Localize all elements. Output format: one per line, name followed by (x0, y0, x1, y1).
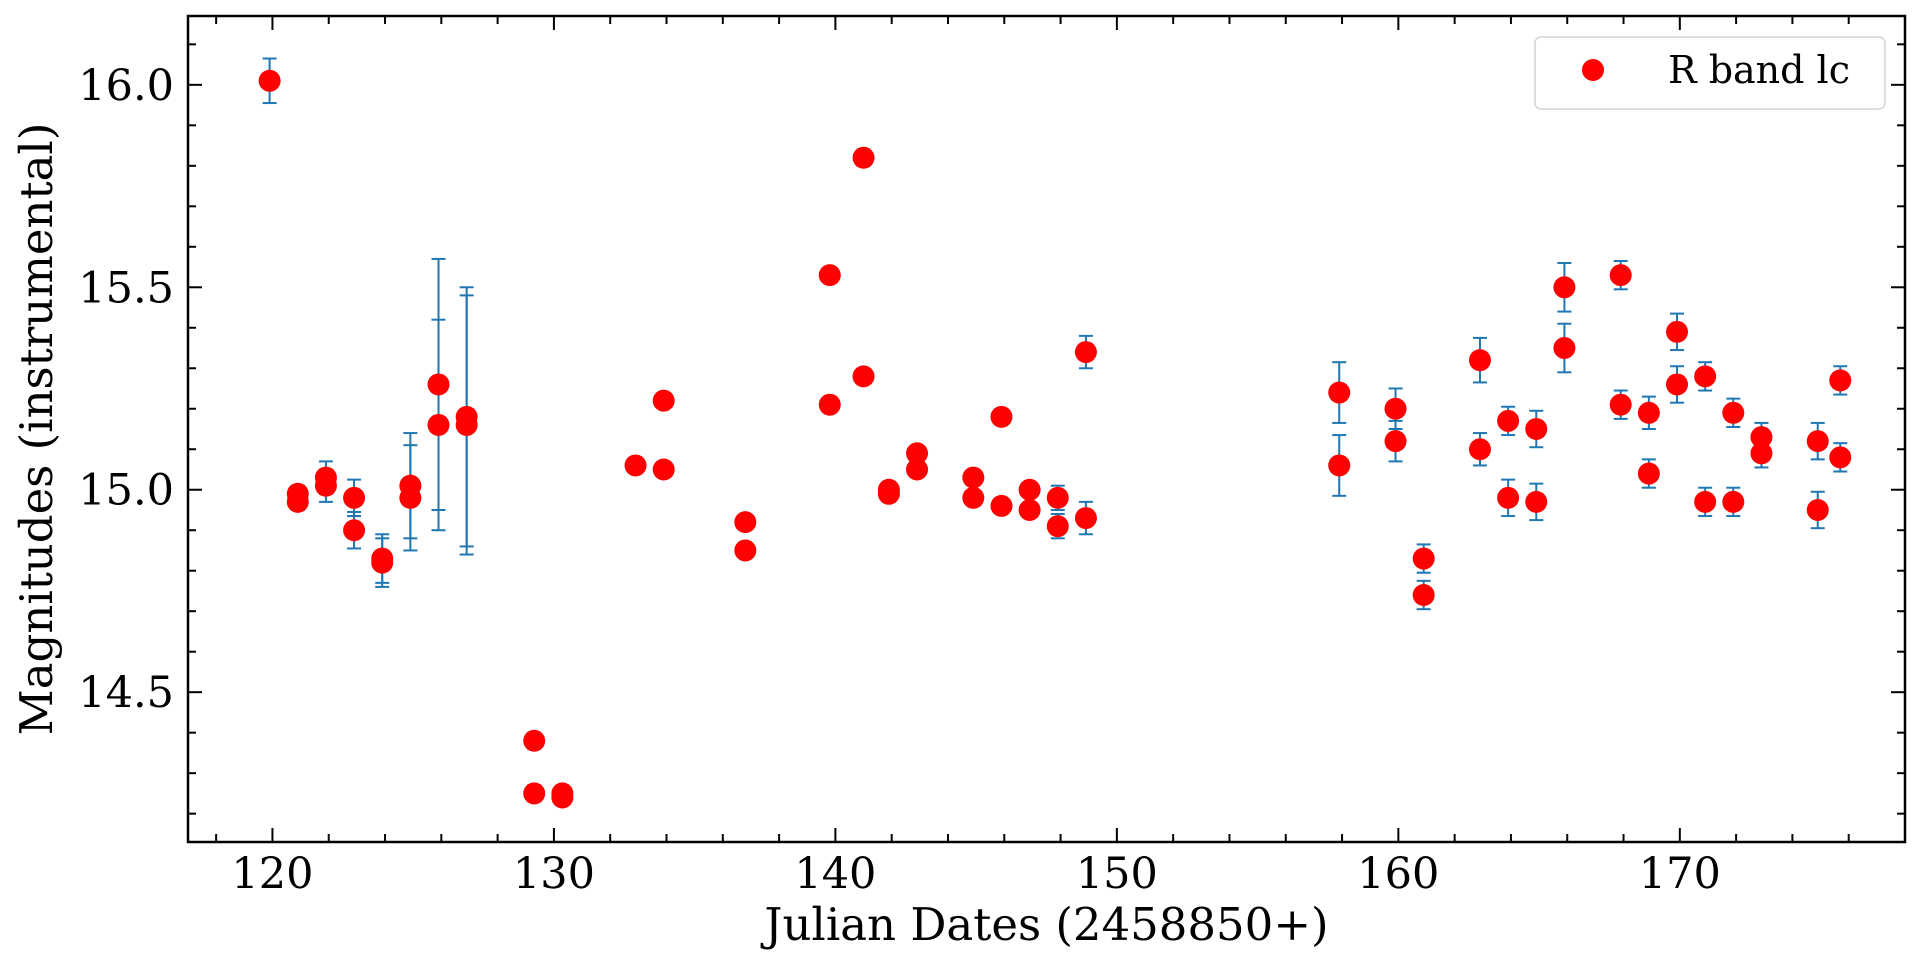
data-point (818, 264, 841, 287)
x-axis-label: Julian Dates (2458850+) (760, 898, 1328, 951)
data-point (1018, 478, 1041, 501)
tick-layer: 120 130 140 150 160 170 14.5 15.0 15.5 16.0 (78, 16, 1906, 899)
data-point (1722, 490, 1745, 513)
data-point (1328, 381, 1351, 404)
data-point (1637, 401, 1660, 424)
legend: R band lc (1534, 36, 1886, 110)
y-axis-label: Magnitudes (instrumental) (10, 123, 63, 736)
plot-frame (186, 14, 1907, 844)
data-point (1384, 430, 1407, 453)
data-point (1553, 337, 1576, 360)
data-point (1497, 409, 1520, 432)
legend-label: R band lc (1668, 48, 1850, 92)
data-point (258, 69, 281, 92)
y-tick-label: 15.5 (78, 263, 174, 313)
data-point (523, 729, 546, 752)
legend-marker (1582, 59, 1604, 81)
data-point (1806, 430, 1829, 453)
data-point (962, 486, 985, 509)
data-point (652, 458, 675, 481)
data-point (551, 786, 574, 809)
data-point (1046, 515, 1069, 538)
x-tick-label: 120 (231, 849, 313, 899)
data-point (1694, 490, 1717, 513)
marker-layer (258, 69, 1852, 809)
data-point (624, 454, 647, 477)
data-point (1637, 462, 1660, 485)
y-tick-label: 14.5 (78, 668, 174, 718)
data-point (990, 494, 1013, 517)
data-point (906, 458, 929, 481)
data-point (1750, 442, 1773, 465)
data-point (852, 146, 875, 169)
data-point (1412, 584, 1435, 607)
data-point (1609, 393, 1632, 416)
data-point (818, 393, 841, 416)
data-point (1666, 373, 1689, 396)
data-point (1046, 486, 1069, 509)
data-point (523, 782, 546, 805)
data-point (314, 474, 337, 497)
data-point (1468, 349, 1491, 372)
data-point (1328, 454, 1351, 477)
data-point (1609, 264, 1632, 287)
data-point (734, 511, 757, 534)
data-point (990, 405, 1013, 428)
data-point (1497, 486, 1520, 509)
y-tick-label: 16.0 (78, 61, 174, 111)
data-point (1525, 418, 1548, 440)
data-point (1384, 397, 1407, 420)
x-tick-label: 170 (1639, 849, 1721, 899)
data-point (343, 519, 366, 542)
data-point (1018, 498, 1041, 521)
x-tick-label: 130 (513, 849, 595, 899)
data-point (1829, 369, 1852, 392)
data-point (962, 466, 985, 489)
data-point (1666, 320, 1689, 343)
data-point (734, 539, 757, 562)
data-point (877, 482, 900, 505)
data-point (427, 373, 450, 396)
data-point (852, 365, 875, 388)
data-point (1829, 446, 1852, 469)
data-point (906, 442, 929, 465)
data-point (652, 389, 675, 412)
errorbar-layer (262, 57, 1848, 805)
data-point (371, 551, 394, 574)
x-tick-label: 140 (794, 849, 876, 899)
data-point (1412, 547, 1435, 570)
data-point (455, 413, 478, 436)
data-point (1806, 498, 1829, 521)
data-point (1525, 490, 1548, 513)
data-point (1750, 426, 1773, 449)
data-point (399, 486, 422, 509)
x-tick-label: 160 (1357, 849, 1439, 899)
x-tick-label: 150 (1076, 849, 1158, 899)
data-point (1722, 401, 1745, 424)
data-point (427, 413, 450, 436)
y-tick-label: 15.0 (78, 466, 174, 516)
data-point (286, 490, 309, 513)
data-point (343, 486, 366, 509)
data-point (1074, 341, 1097, 364)
data-point (1553, 276, 1576, 299)
data-point (1694, 365, 1717, 388)
legend-box (1534, 36, 1886, 110)
data-point (1074, 507, 1097, 530)
data-point (1468, 438, 1491, 461)
